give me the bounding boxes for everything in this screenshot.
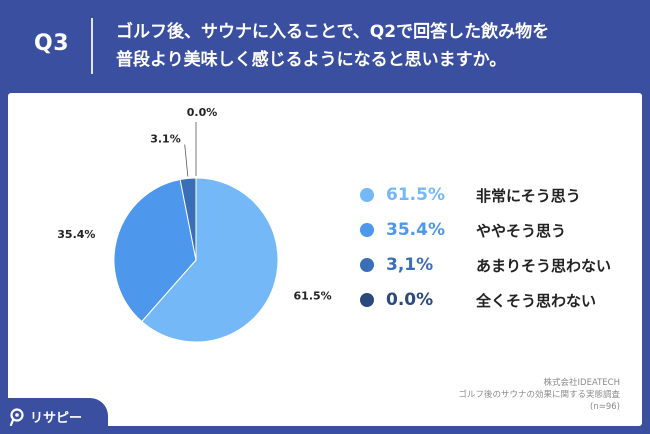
question-header: Q3 ゴルフ後、サウナに入ることで、Q2で回答した飲み物を 普段より美味しく感じ… bbox=[0, 0, 650, 92]
source-sample: (n=96) bbox=[590, 402, 620, 412]
pie-slices bbox=[113, 177, 279, 343]
pie-slice-label: 61.5% bbox=[294, 289, 332, 302]
legend-label: 非常にそう思う bbox=[476, 186, 581, 205]
legend-swatch bbox=[360, 223, 374, 237]
pie-leader-line bbox=[184, 144, 189, 177]
legend-label: 全くそう思わない bbox=[476, 291, 597, 310]
question-line-2: 普段より美味しく感じるようになると思いますか。 bbox=[116, 50, 507, 70]
legend-value: 0.0% bbox=[386, 290, 434, 310]
pie-leaders bbox=[184, 122, 197, 177]
pie-slice-somewhat bbox=[113, 178, 197, 323]
legend-value: 35.4% bbox=[386, 220, 445, 240]
brand-logo: リサピー bbox=[0, 398, 108, 434]
source-company: 株式会社IDEATECH bbox=[543, 378, 620, 388]
question-text: ゴルフ後、サウナに入ることで、Q2で回答した飲み物を 普段より美味しく感じるよう… bbox=[116, 18, 616, 74]
pie-slice-label: 3.1% bbox=[150, 133, 181, 146]
pie-slice-label: 0.0% bbox=[187, 106, 218, 119]
chart-card: 61.5% 35.4% 3.1% 0.0% 61.5% 非常にそう思う 35.4% や… bbox=[8, 93, 642, 426]
question-line-1: ゴルフ後、サウナに入ることで、Q2で回答した飲み物を bbox=[116, 22, 550, 42]
legend-value: 3,1% bbox=[386, 255, 434, 275]
source-survey: ゴルフ後のサウナの効果に関する実態調査 bbox=[458, 390, 620, 400]
legend-swatch bbox=[360, 258, 374, 272]
pie-chart: 61.5% 35.4% 3.1% 0.0% bbox=[57, 106, 332, 343]
pie-slice-very-much bbox=[141, 177, 279, 343]
legend-item-very-much: 61.5% 非常にそう思う bbox=[360, 183, 581, 207]
pie-slice-not-really bbox=[179, 177, 197, 261]
question-number: Q3 bbox=[34, 31, 70, 56]
pie-slice-label: 35.4% bbox=[57, 228, 95, 241]
header-divider bbox=[91, 18, 93, 74]
legend-label: あまりそう思わない bbox=[476, 256, 612, 275]
legend-value: 61.5% bbox=[386, 185, 445, 205]
pie-labels: 61.5% 35.4% 3.1% 0.0% bbox=[57, 106, 331, 302]
brand-name: リサピー bbox=[30, 411, 83, 426]
lens-icon bbox=[9, 408, 24, 426]
legend-item-not-really: 3,1% あまりそう思わない bbox=[360, 253, 611, 277]
legend-swatch bbox=[360, 293, 374, 307]
legend-label: ややそう思う bbox=[476, 221, 567, 240]
legend-item-somewhat: 35.4% ややそう思う bbox=[360, 218, 566, 242]
source-note: 株式会社IDEATECH ゴルフ後のサウナの効果に関する実態調査 (n=96) bbox=[458, 377, 620, 413]
legend-swatch bbox=[360, 188, 374, 202]
legend-item-not-at-all: 0.0% 全くそう思わない bbox=[360, 288, 596, 312]
